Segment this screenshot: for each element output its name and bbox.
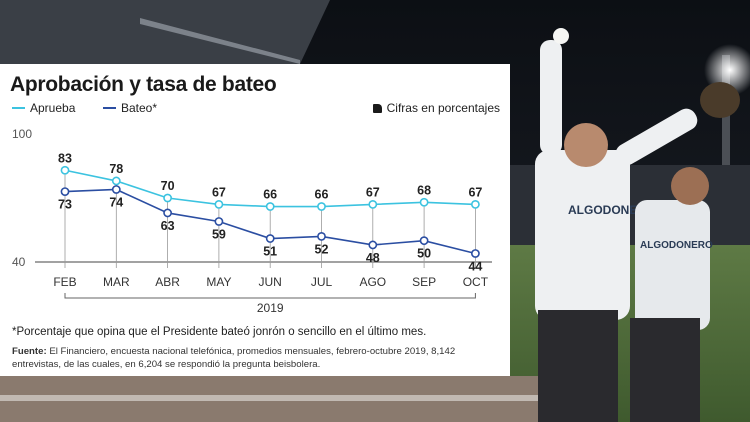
data-point-bateo <box>163 208 172 218</box>
data-label-aprueba: 83 <box>58 151 72 165</box>
data-point-aprueba <box>368 199 378 209</box>
data-point-bateo <box>317 231 326 241</box>
data-label-bateo: 63 <box>161 219 175 233</box>
data-point-aprueba <box>163 193 172 203</box>
x-tick-label: FEB <box>53 275 76 289</box>
data-label-aprueba: 66 <box>263 188 277 202</box>
y-tick-label: 40 <box>12 255 26 269</box>
data-label-aprueba: 67 <box>366 185 380 199</box>
data-label-aprueba: 67 <box>212 185 226 199</box>
units-note: Cifras en porcentajes <box>372 101 500 115</box>
units-note-text: Cifras en porcentajes <box>386 101 500 115</box>
man-right-head <box>671 167 709 205</box>
x-tick-label: SEP <box>412 275 436 289</box>
year-label: 2019 <box>257 301 284 315</box>
man-left-head <box>564 123 608 167</box>
legend-swatch-bateo <box>103 107 116 109</box>
man-right-body <box>635 200 710 330</box>
data-label-bateo: 44 <box>468 259 482 273</box>
x-tick-label: AGO <box>359 275 386 289</box>
x-tick-label: JUL <box>311 275 333 289</box>
stadium-roof <box>0 0 330 64</box>
data-label-bateo: 74 <box>109 195 123 209</box>
chart-title: Aprobación y tasa de bateo <box>10 73 277 96</box>
man-left-body <box>535 150 630 320</box>
source-note: Fuente: El Financiero, encuesta nacional… <box>12 346 502 371</box>
data-label-bateo: 50 <box>417 247 431 261</box>
data-point-aprueba <box>470 199 480 209</box>
jersey-text-right: ALGODONERO <box>640 240 713 251</box>
legend-label-bateo: Bateo* <box>121 101 158 115</box>
data-label-bateo: 52 <box>315 242 329 256</box>
data-label-aprueba: 68 <box>417 183 431 197</box>
data-point-bateo <box>214 217 224 226</box>
data-point-bateo <box>60 187 70 196</box>
data-label-bateo: 51 <box>263 245 277 259</box>
year-bracket-line <box>64 293 476 299</box>
data-label-aprueba: 70 <box>161 179 175 193</box>
data-label-bateo: 59 <box>212 227 226 241</box>
x-tick-label: MAY <box>206 275 231 289</box>
year-bracket: 2019 <box>64 293 476 315</box>
legend-bateo: Bateo* <box>103 101 157 115</box>
category-guides <box>64 170 476 268</box>
baseball <box>553 28 569 44</box>
data-point-aprueba <box>419 197 429 207</box>
data-labels: 83 78 70 67 66 66 67 68 67 73 74 63 59 51 52 48 50 44 <box>58 151 482 273</box>
footnote: *Porcentaje que opina que el Presidente … <box>12 326 427 338</box>
data-point-bateo <box>111 185 121 194</box>
data-point-aprueba <box>60 165 70 175</box>
legend-label-aprueba: Aprueba <box>30 101 76 115</box>
x-tick-label: MAR <box>103 275 130 289</box>
data-point-bateo <box>419 236 429 246</box>
data-label-bateo: 48 <box>366 251 380 265</box>
x-tick-label: OCT <box>463 275 489 289</box>
data-point-aprueba <box>111 176 121 186</box>
data-label-aprueba: 78 <box>109 162 123 176</box>
data-point-bateo <box>470 249 480 258</box>
x-tick-label: ABR <box>155 275 180 289</box>
data-point-bateo <box>265 234 275 243</box>
legend-swatch-aprueba <box>12 107 25 109</box>
source-label: Fuente: <box>12 346 47 357</box>
data-point-bateo <box>368 240 378 250</box>
data-point-aprueba <box>214 199 224 209</box>
data-point-aprueba <box>265 202 275 211</box>
source-text: El Financiero, encuesta nacional telefón… <box>12 346 456 370</box>
jersey-text-left: ALGODONERO <box>568 203 655 217</box>
x-tick-labels: FEB MAR ABR MAY JUN JUL AGO SEP OCT <box>53 275 488 289</box>
light-tower <box>722 55 730 205</box>
data-label-aprueba: 66 <box>315 188 329 202</box>
axes: 100 40 <box>12 127 492 269</box>
data-label-aprueba: 67 <box>468 185 482 199</box>
chart-card: Aprobación y tasa de bateo Aprueba Bateo… <box>0 64 510 376</box>
data-points <box>60 165 480 258</box>
note-icon <box>372 103 382 113</box>
data-point-aprueba <box>317 202 326 211</box>
x-tick-label: JUN <box>259 275 282 289</box>
data-label-bateo: 73 <box>58 198 72 212</box>
line-chart: 100 40 83 78 70 67 66 66 67 68 67 73 74 63 59 51 52 48 50… <box>12 127 492 315</box>
y-tick-label: 100 <box>12 127 32 141</box>
legend-aprueba: Aprueba <box>12 101 75 115</box>
glove <box>700 82 740 118</box>
